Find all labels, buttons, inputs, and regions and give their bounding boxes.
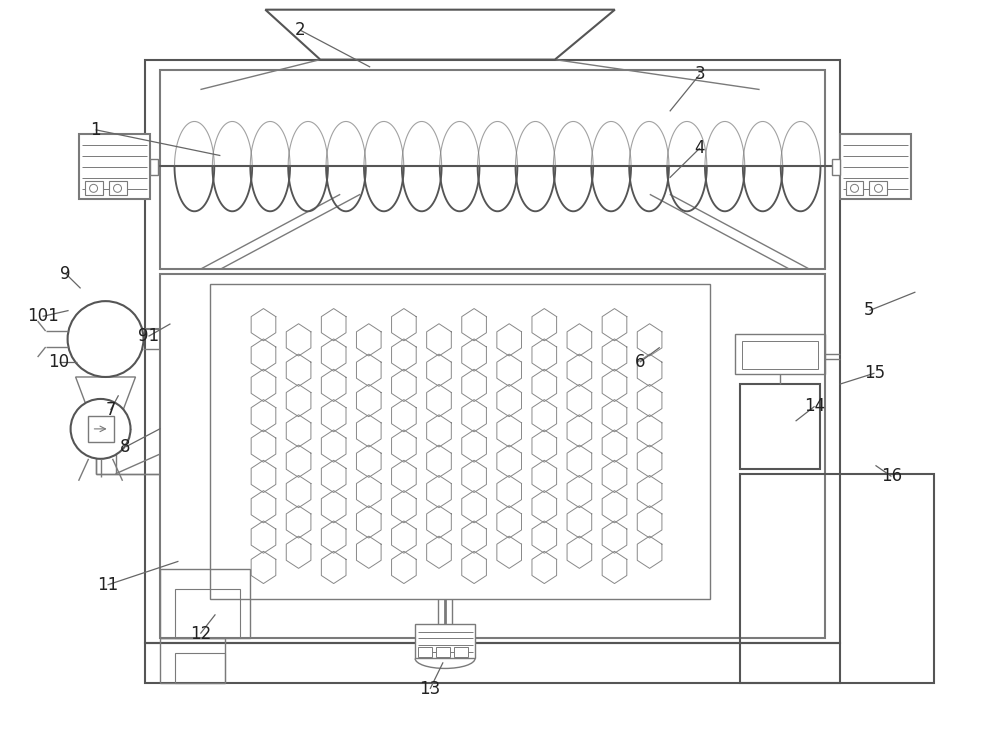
- Polygon shape: [265, 10, 615, 60]
- Circle shape: [68, 301, 143, 377]
- Bar: [109, 181, 127, 195]
- Circle shape: [114, 184, 122, 192]
- Bar: [418, 647, 432, 658]
- Text: 3: 3: [694, 66, 705, 84]
- Circle shape: [90, 184, 98, 192]
- Text: 4: 4: [694, 139, 705, 157]
- Bar: [832, 160, 840, 175]
- Text: 6: 6: [635, 353, 645, 371]
- Bar: [436, 647, 450, 658]
- Bar: [742, 341, 818, 369]
- Bar: [150, 160, 158, 175]
- Circle shape: [71, 399, 131, 459]
- Bar: [175, 588, 240, 638]
- Circle shape: [874, 184, 882, 192]
- Bar: [740, 384, 820, 469]
- Bar: [415, 624, 475, 658]
- Bar: [210, 285, 710, 599]
- Bar: [735, 334, 825, 374]
- Polygon shape: [76, 377, 136, 425]
- Bar: [160, 638, 225, 684]
- Bar: [85, 181, 103, 195]
- Text: 1: 1: [90, 120, 101, 139]
- Text: 14: 14: [804, 398, 825, 415]
- Bar: [454, 647, 468, 658]
- Text: 5: 5: [864, 302, 875, 319]
- Bar: [846, 181, 863, 195]
- Circle shape: [851, 184, 859, 192]
- Text: 7: 7: [105, 401, 116, 419]
- Text: 8: 8: [120, 438, 131, 456]
- Bar: [79, 134, 150, 200]
- Text: 10: 10: [48, 353, 69, 371]
- Bar: [740, 474, 934, 684]
- Text: 15: 15: [864, 364, 885, 382]
- Bar: [840, 134, 911, 200]
- Text: 91: 91: [138, 327, 159, 345]
- Bar: [869, 181, 887, 195]
- Text: 13: 13: [419, 680, 441, 698]
- Bar: [160, 274, 825, 638]
- Text: 9: 9: [60, 265, 71, 282]
- Bar: [175, 653, 225, 684]
- Bar: [160, 69, 825, 269]
- Text: 12: 12: [190, 624, 211, 643]
- Bar: [145, 60, 840, 644]
- Text: 11: 11: [97, 576, 118, 594]
- Bar: [160, 568, 250, 638]
- Text: 16: 16: [881, 468, 902, 486]
- Bar: [145, 644, 840, 684]
- Text: 101: 101: [27, 307, 59, 325]
- Bar: [88, 416, 114, 442]
- Text: 2: 2: [295, 21, 306, 39]
